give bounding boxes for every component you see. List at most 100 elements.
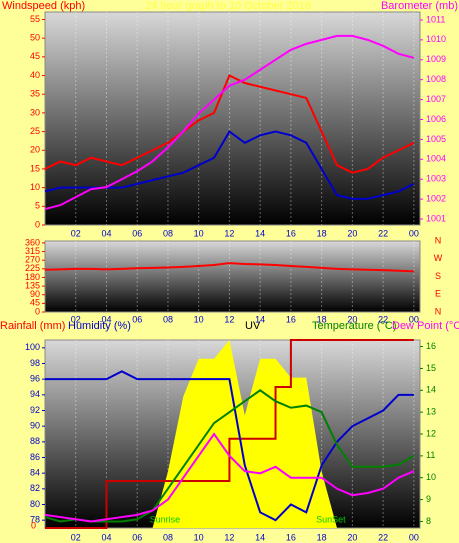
y-tick-label: 20 — [30, 145, 40, 155]
x-tick-label: 10 — [194, 314, 204, 324]
x-tick-label: 14 — [255, 228, 265, 238]
y2-tick-label: 1006 — [426, 114, 446, 124]
y-tick-label: 5 — [35, 201, 40, 211]
y2-tick-label: 13 — [426, 407, 436, 417]
y-tick-label: 180 — [25, 272, 40, 282]
x-tick-label: 06 — [132, 532, 142, 542]
y-axis-label: Windspeed (kph) — [2, 0, 85, 12]
x-tick-label: 20 — [347, 228, 357, 238]
x-tick-label: 04 — [101, 314, 111, 324]
x-tick-label: 00 — [409, 314, 419, 324]
y2-tick-label: 11 — [426, 450, 435, 460]
y2-tick-label: 15 — [426, 363, 436, 373]
x-tick-label: 00 — [409, 532, 419, 542]
y-tick-label: 84 — [30, 468, 40, 478]
temperature-label: Temperature (°C) — [312, 320, 396, 332]
annotation: Sunrise — [150, 514, 181, 524]
chart-title: 24 hour graph to 10 October 2018 — [145, 0, 311, 12]
series-line — [45, 370, 414, 522]
series-line — [45, 339, 414, 529]
y-tick-label: 30 — [30, 107, 40, 117]
y2-tick-label: 1003 — [426, 174, 446, 184]
y2-tick-label: 1007 — [426, 94, 446, 104]
y-tick-label: 88 — [30, 436, 40, 446]
x-tick-label: 04 — [101, 228, 111, 238]
y-tick-label: 10 — [30, 182, 40, 192]
y-tick-label: 15 — [30, 163, 40, 173]
humidity-label: Humidity (%) — [68, 320, 131, 332]
x-tick-label: 12 — [224, 532, 234, 542]
y-tick-label: 80 — [30, 499, 40, 509]
x-tick-label: 20 — [347, 532, 357, 542]
y2-tick-label: 1001 — [426, 213, 446, 223]
y-tick-label: 360 — [25, 237, 40, 247]
x-tick-label: 06 — [132, 314, 142, 324]
y-tick-label: 40 — [30, 70, 40, 80]
y2-tick-label: 8 — [426, 516, 431, 526]
y2-tick-label: 1004 — [426, 154, 446, 164]
uv-label: UV — [245, 320, 261, 332]
y2-tick-label: 1010 — [426, 34, 446, 44]
y2-tick-label: 1008 — [426, 74, 446, 84]
x-tick-label: 04 — [101, 532, 111, 542]
y2-tick-label: 16 — [426, 341, 436, 351]
y-tick-label: 96 — [30, 374, 40, 384]
direction-label: S — [435, 271, 441, 281]
dewpoint-label: Dew Point (°C) — [392, 320, 459, 332]
y-tick-label: 100 — [25, 342, 40, 352]
x-tick-label: 14 — [255, 532, 265, 542]
series-line — [44, 389, 415, 523]
y-tick-label: 45 — [30, 298, 40, 308]
y-tick-label: 92 — [30, 405, 40, 415]
direction-label: N — [435, 235, 442, 245]
x-tick-label: 22 — [378, 228, 388, 238]
y-tick-label: 90 — [30, 421, 40, 431]
area — [45, 340, 414, 528]
x-tick-label: 02 — [71, 314, 81, 324]
y2-tick-label: 10 — [426, 472, 436, 482]
series-line — [44, 74, 415, 174]
x-tick-label: 10 — [194, 228, 204, 238]
x-tick-label: 16 — [286, 532, 296, 542]
x-tick-label: 14 — [255, 314, 265, 324]
x-tick-label: 02 — [71, 532, 81, 542]
x-tick-label: 00 — [409, 228, 419, 238]
y-tick-label: 25 — [30, 126, 40, 136]
y-tick-label: 0 — [35, 306, 40, 316]
plot-area — [44, 240, 421, 313]
x-tick-label: 08 — [163, 228, 173, 238]
x-tick-label: 16 — [286, 314, 296, 324]
x-tick-label: 22 — [378, 532, 388, 542]
y-tick-label: 82 — [30, 483, 40, 493]
y-tick-label: 45 — [30, 51, 40, 61]
x-tick-label: 16 — [286, 228, 296, 238]
y2-tick-label: 14 — [426, 385, 436, 395]
y-tick-label: 98 — [30, 358, 40, 368]
x-tick-label: 22 — [378, 314, 388, 324]
y-tick-label: 135 — [25, 280, 40, 290]
rain-label: Rainfall (mm) — [0, 320, 65, 332]
y-tick-label: 270 — [25, 255, 40, 265]
x-tick-label: 06 — [132, 228, 142, 238]
y2-tick-label: 12 — [426, 428, 436, 438]
x-tick-label: 12 — [224, 314, 234, 324]
series-line — [44, 34, 415, 211]
direction-label: N — [435, 306, 442, 316]
y2-tick-label: 1011 — [426, 14, 445, 24]
y-tick-label: 225 — [25, 263, 40, 273]
x-tick-label: 08 — [163, 532, 173, 542]
series-line — [44, 262, 414, 273]
x-tick-label: 18 — [317, 314, 327, 324]
y-tick-label: 0 — [35, 219, 40, 229]
x-tick-label: 10 — [194, 532, 204, 542]
y-tick-label: 94 — [30, 389, 40, 399]
y-tick-label: 315 — [25, 246, 40, 256]
direction-label: W — [434, 253, 443, 263]
x-tick-label: 08 — [163, 314, 173, 324]
x-tick-label: 12 — [224, 228, 234, 238]
x-tick-label: 20 — [347, 314, 357, 324]
annotation: SunSet — [316, 514, 346, 524]
y2-tick-label: 1002 — [426, 193, 446, 203]
y-tick-label: 55 — [30, 14, 40, 24]
